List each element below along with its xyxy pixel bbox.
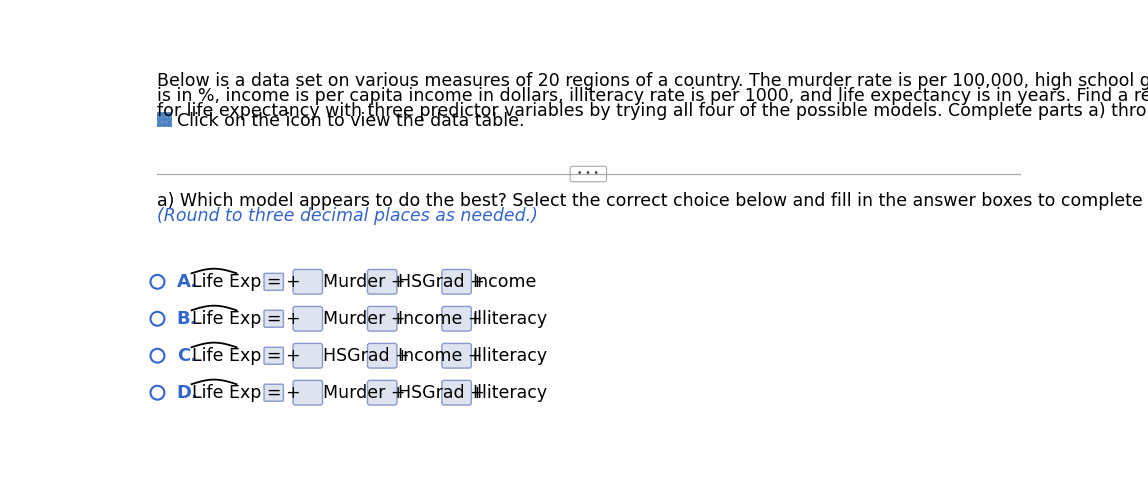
FancyBboxPatch shape	[264, 347, 284, 364]
FancyBboxPatch shape	[442, 306, 472, 331]
Text: A.: A.	[177, 273, 197, 291]
Text: Life Exp =: Life Exp =	[193, 310, 281, 328]
Bar	[162, 117, 166, 121]
Text: (Round to three decimal places as needed.): (Round to three decimal places as needed…	[157, 207, 538, 225]
FancyBboxPatch shape	[367, 343, 397, 368]
FancyBboxPatch shape	[293, 380, 323, 405]
Bar	[157, 122, 162, 125]
FancyBboxPatch shape	[367, 270, 397, 294]
Text: HSGrad +: HSGrad +	[397, 384, 484, 402]
Text: +: +	[286, 310, 300, 328]
Text: a) Which model appears to do the best? Select the correct choice below and fill : a) Which model appears to do the best? S…	[157, 192, 1148, 210]
Text: Illiteracy: Illiteracy	[472, 347, 548, 365]
FancyBboxPatch shape	[367, 306, 397, 331]
Bar	[166, 122, 171, 125]
Text: for life expectancy with three predictor variables by trying all four of the pos: for life expectancy with three predictor…	[157, 102, 1148, 120]
Text: Click on the icon to view the data table.: Click on the icon to view the data table…	[177, 112, 525, 129]
Text: Life Exp =: Life Exp =	[193, 273, 281, 291]
Text: Life Exp =: Life Exp =	[193, 384, 281, 402]
Text: is in %, income is per capita income in dollars, illiteracy rate is per 1000, an: is in %, income is per capita income in …	[157, 87, 1148, 105]
Text: B.: B.	[177, 310, 197, 328]
Text: HSGrad +: HSGrad +	[324, 347, 410, 365]
Text: +: +	[286, 384, 300, 402]
FancyBboxPatch shape	[367, 380, 397, 405]
Bar	[166, 113, 171, 116]
FancyBboxPatch shape	[571, 166, 606, 182]
FancyBboxPatch shape	[264, 310, 284, 327]
Text: +: +	[286, 347, 300, 365]
Text: Below is a data set on various measures of 20 regions of a country. The murder r: Below is a data set on various measures …	[157, 72, 1148, 90]
Text: Illiteracy: Illiteracy	[472, 310, 548, 328]
Text: D.: D.	[177, 384, 199, 402]
Text: C.: C.	[177, 347, 197, 365]
Text: Income +: Income +	[397, 347, 482, 365]
FancyBboxPatch shape	[264, 384, 284, 401]
Text: Illiteracy: Illiteracy	[472, 384, 548, 402]
Text: Murder +: Murder +	[324, 310, 405, 328]
Text: +: +	[286, 273, 300, 291]
FancyBboxPatch shape	[264, 273, 284, 290]
Text: • • •: • • •	[577, 169, 599, 178]
FancyBboxPatch shape	[442, 380, 472, 405]
Bar	[157, 117, 162, 121]
Bar	[157, 113, 162, 116]
FancyBboxPatch shape	[442, 270, 472, 294]
Text: HSGrad +: HSGrad +	[397, 273, 484, 291]
FancyBboxPatch shape	[293, 270, 323, 294]
Bar	[162, 113, 166, 116]
FancyBboxPatch shape	[293, 343, 323, 368]
Text: Income +: Income +	[397, 310, 482, 328]
Text: Murder +: Murder +	[324, 384, 405, 402]
Text: Murder +: Murder +	[324, 273, 405, 291]
Text: Income: Income	[472, 273, 536, 291]
Text: Life Exp =: Life Exp =	[193, 347, 281, 365]
Bar	[166, 117, 171, 121]
FancyBboxPatch shape	[442, 343, 472, 368]
FancyBboxPatch shape	[293, 306, 323, 331]
Bar	[162, 122, 166, 125]
